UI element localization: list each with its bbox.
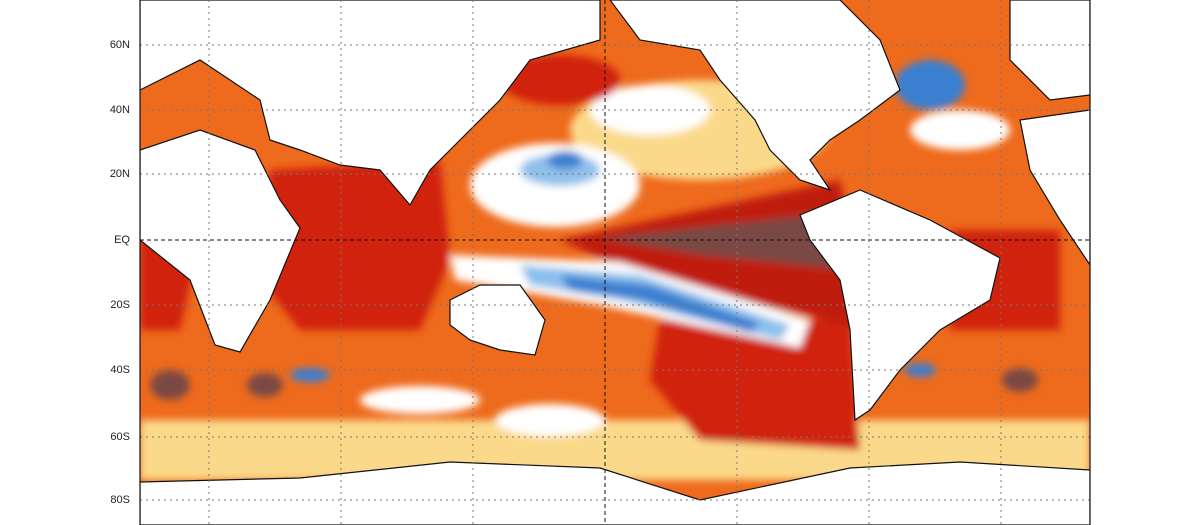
map-shape xyxy=(799,189,1001,422)
map-shape xyxy=(600,212,850,270)
map-shape xyxy=(1019,109,1090,267)
map-shape xyxy=(609,0,901,192)
map-shape xyxy=(140,461,1090,525)
map-shape xyxy=(500,55,620,105)
map-shape xyxy=(547,151,583,169)
lat-label: 80S xyxy=(110,494,130,506)
map-shape xyxy=(1009,0,1090,101)
lat-label: 20S xyxy=(110,299,130,311)
map-shape xyxy=(895,60,965,110)
map-shape xyxy=(260,160,450,330)
map-area xyxy=(140,0,1090,525)
map-shape xyxy=(1002,368,1038,392)
map-shape xyxy=(650,320,860,450)
map-shape xyxy=(247,373,283,397)
lat-label: 60N xyxy=(110,39,130,51)
lat-label: 40N xyxy=(110,104,130,116)
map-shape xyxy=(140,129,301,353)
map-shape xyxy=(360,386,480,414)
map-shape xyxy=(290,368,330,382)
land xyxy=(140,0,1090,525)
map-shape xyxy=(150,370,190,400)
lat-label: 60S xyxy=(110,431,130,443)
map-shape xyxy=(449,284,546,356)
map-shape xyxy=(495,404,605,436)
map-shape xyxy=(910,110,1010,150)
map-shape xyxy=(560,275,760,333)
graticule xyxy=(140,0,1090,525)
map-frame xyxy=(139,0,1091,525)
map-shape xyxy=(140,0,601,207)
lat-label: 40S xyxy=(110,364,130,376)
lat-labels: 60N 40N 20N EQ 20S 40S 60S 80S xyxy=(110,39,131,506)
lat-label: 20N xyxy=(110,168,130,180)
lat-label: EQ xyxy=(114,234,130,246)
